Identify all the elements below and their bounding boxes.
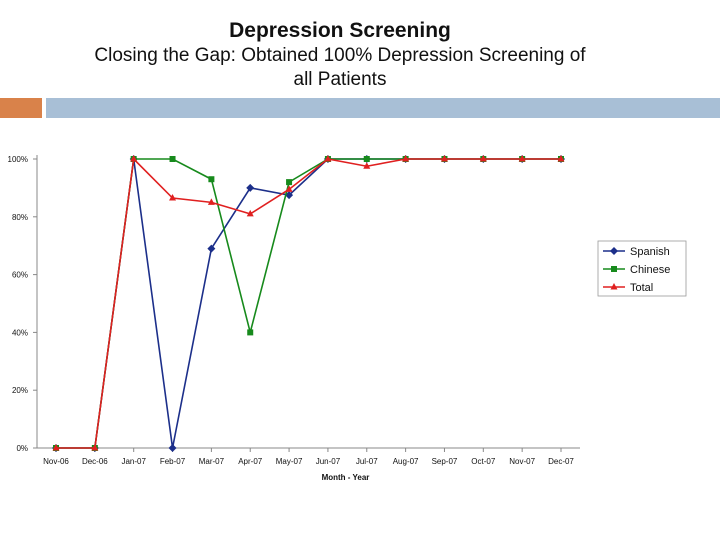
total-point: [169, 194, 177, 201]
total-point: [207, 198, 215, 205]
total-point: [285, 185, 293, 192]
slide-title-block: Depression Screening Closing the Gap: Ob…: [0, 18, 680, 92]
total-point: [246, 209, 254, 217]
total-point: [518, 155, 526, 162]
accent-bar-blue: [46, 98, 720, 118]
x-tick-label: Sep-07: [432, 457, 458, 466]
x-tick-label: Oct-07: [471, 457, 496, 466]
x-axis-title: Month - Year: [322, 473, 370, 482]
x-tick-label: Dec-07: [548, 457, 574, 466]
x-tick-label: Feb-07: [160, 457, 186, 466]
chinese-series-line: [56, 158, 561, 449]
slide-title: Depression Screening: [229, 19, 451, 42]
y-tick-label: 100%: [8, 155, 28, 164]
y-tick-label: 20%: [12, 386, 28, 395]
total-series-line: [56, 157, 561, 449]
y-tick-label: 60%: [12, 271, 28, 280]
y-tick-label: 80%: [12, 213, 28, 222]
x-tick-label: Jan-07: [121, 457, 146, 466]
total-point: [557, 155, 565, 162]
depression-screening-chart: 0% 20% 40% 60% 80% 100% Nov-06 Dec-06 Jan-07 Feb-…: [8, 155, 687, 482]
x-tick-label: Aug-07: [393, 457, 419, 466]
chinese-point: [208, 176, 215, 183]
total-point: [440, 155, 448, 162]
total-point: [130, 155, 138, 162]
x-tick-label: Apr-07: [238, 457, 263, 466]
x-tick-label: Nov-06: [43, 457, 69, 466]
legend-total-point: [610, 283, 618, 290]
chinese-point: [247, 329, 254, 336]
slide-subtitle-line1: Closing the Gap: Obtained 100% Depressio…: [94, 45, 586, 66]
y-tick-label: 40%: [12, 328, 28, 337]
total-point: [479, 155, 487, 162]
total-point: [324, 155, 332, 162]
x-tick-label: Nov-07: [509, 457, 535, 466]
slide-subtitle-line2: all Patients: [293, 69, 387, 90]
x-tick-label: Jun-07: [316, 457, 341, 466]
total-point: [52, 444, 60, 451]
spanish-point: [285, 191, 294, 200]
legend-label-total: Total: [630, 282, 653, 294]
x-tick-label: Jul-07: [356, 457, 378, 466]
legend-label-spanish: Spanish: [630, 246, 670, 258]
total-point: [402, 155, 410, 162]
chinese-point: [169, 156, 176, 162]
total-point: [363, 162, 371, 169]
spanish-point: [168, 444, 177, 452]
legend-spanish-point: [610, 247, 618, 255]
spanish-point: [207, 244, 216, 253]
total-point: [91, 444, 99, 451]
spanish-point: [246, 183, 255, 192]
accent-bar-orange: [0, 98, 42, 118]
x-tick-label: Mar-07: [199, 457, 225, 466]
chinese-point: [363, 156, 370, 162]
y-tick-label: 0%: [16, 444, 28, 453]
legend-label-chinese: Chinese: [630, 264, 670, 276]
x-tick-label: May-07: [276, 457, 303, 466]
legend-chinese-point: [611, 266, 617, 272]
x-tick-label: Dec-06: [82, 457, 108, 466]
spanish-series-line: [56, 158, 561, 449]
chinese-point: [286, 179, 293, 186]
